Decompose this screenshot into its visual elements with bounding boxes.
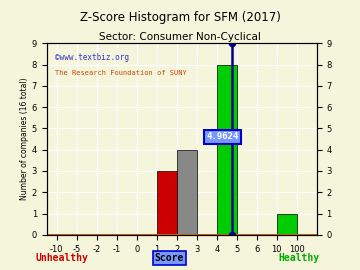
Text: Sector: Consumer Non-Cyclical: Sector: Consumer Non-Cyclical — [99, 32, 261, 42]
Text: ©www.textbiz.org: ©www.textbiz.org — [55, 53, 129, 62]
Text: Unhealthy: Unhealthy — [36, 253, 89, 263]
Y-axis label: Number of companies (16 total): Number of companies (16 total) — [20, 78, 29, 200]
Text: The Research Foundation of SUNY: The Research Foundation of SUNY — [55, 70, 186, 76]
Text: Score: Score — [154, 253, 184, 263]
Text: 4.9624: 4.9624 — [207, 132, 239, 141]
Text: Z-Score Histogram for SFM (2017): Z-Score Histogram for SFM (2017) — [80, 11, 280, 24]
Text: Healthy: Healthy — [278, 253, 319, 263]
Bar — [277, 214, 297, 235]
Bar — [217, 65, 237, 235]
Bar — [177, 150, 197, 235]
Bar — [157, 171, 177, 235]
